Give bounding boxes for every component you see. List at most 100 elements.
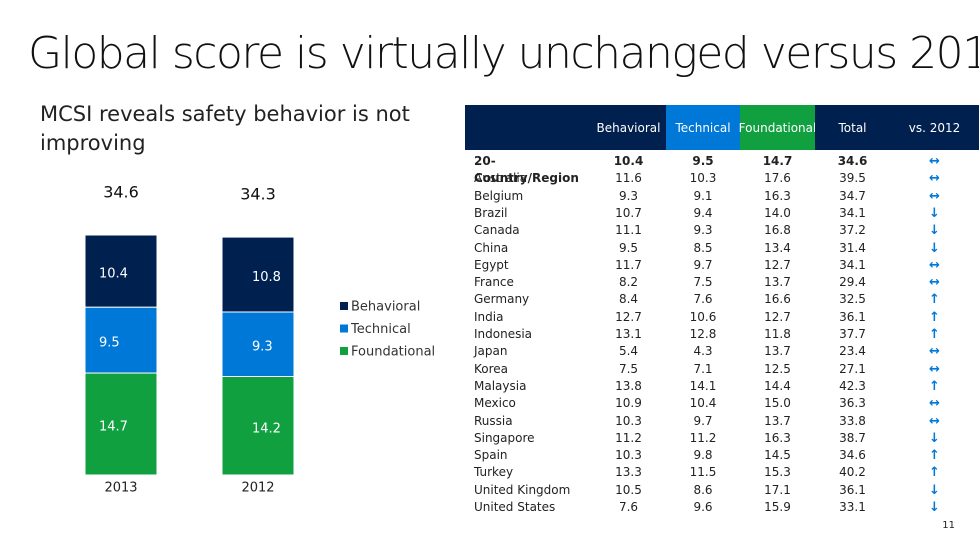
total-label: 34.6: [103, 183, 139, 202]
table-cell: 13.4: [764, 240, 791, 255]
table-cell: 14.0: [764, 205, 791, 220]
trend-icon: ↔: [929, 154, 940, 169]
trend-icon: ↔: [929, 413, 940, 429]
table-cell: 10.9: [615, 396, 642, 411]
bar-segment: [84, 306, 158, 374]
table-cell: 9.6: [693, 500, 713, 514]
table-cell: 12.8: [689, 327, 717, 341]
table-cell: 13.7: [764, 275, 791, 290]
table-cell: 10.3: [689, 171, 717, 186]
trend-icon: ↔: [929, 188, 940, 204]
value-label: 9.5: [99, 336, 120, 351]
table-cell: 34.1: [839, 257, 866, 272]
table-cell: Mexico: [474, 396, 516, 411]
table-cell: 27.1: [839, 361, 866, 376]
legend-swatch: [340, 324, 348, 333]
table-cell: United States: [474, 500, 556, 514]
table-cell: 13.3: [615, 465, 642, 480]
table-cell: 9.1: [693, 188, 713, 203]
header-cell: vs. 2012: [890, 105, 979, 150]
trend-icon: ↓: [929, 240, 940, 256]
table-cell: 36.1: [839, 482, 866, 497]
trend-icon: ↔: [929, 344, 940, 360]
table-cell: 9.3: [618, 188, 639, 203]
table-cell: 37.2: [839, 223, 866, 238]
table-cell: 9.8: [693, 448, 713, 463]
value-label: 9.3: [252, 340, 273, 355]
table-cell: 15.3: [764, 465, 791, 480]
table-cell: 10.6: [689, 309, 717, 324]
table-cell: Germany: [474, 292, 530, 307]
table-cell: 7.5: [693, 275, 713, 290]
table-cell: 7.1: [693, 361, 713, 376]
table-cell: 14.5: [764, 448, 791, 463]
table-cell: 5.4: [618, 344, 639, 359]
trend-icon: ↑: [929, 292, 940, 308]
table-cell: Russia: [474, 413, 513, 428]
table-cell: 8.4: [618, 292, 639, 307]
table-cell: 38.7: [839, 430, 866, 445]
trend-icon: ↑: [929, 378, 940, 394]
table-cell: 10.5: [615, 482, 642, 497]
table-cell: Brazil: [474, 205, 508, 220]
table-cell: 12.5: [764, 361, 791, 376]
legend-label: Foundational: [351, 345, 435, 360]
table-cell: 29.4: [839, 275, 866, 290]
table-cell: Singapore: [474, 430, 535, 445]
subtitle: MCSI reveals safety behavior is not impr…: [40, 102, 410, 155]
legend-swatch: [340, 302, 348, 310]
trend-icon: ↓: [929, 500, 940, 515]
table-cell: 11.2: [689, 430, 717, 445]
table-cell: 17.1: [764, 482, 791, 497]
x-tick-label: 2012: [241, 481, 274, 496]
table-cell: 16.8: [764, 223, 791, 238]
table-cell: 10.4: [689, 396, 717, 411]
bar-segment: [221, 236, 295, 313]
table-cell: 12.7: [764, 257, 791, 272]
table-cell: 20-Country/Region: [474, 154, 579, 186]
table-cell: 7.6: [693, 292, 713, 307]
table-cell: 11.2: [615, 430, 642, 445]
table-cell: 11.7: [615, 257, 642, 272]
table-cell: 11.5: [689, 465, 717, 480]
chart: 14.7 9.5 10.4 34.6 2013 14.2 9.3 10.8 34.3 2012 Be…: [84, 183, 435, 496]
table-cell: 9.4: [693, 205, 713, 220]
table-cell: Belgium: [474, 188, 524, 203]
table-cell: 16.6: [764, 292, 791, 307]
table-cell: 12.7: [615, 309, 642, 324]
value-label: 14.2: [252, 421, 281, 436]
table-cell: 15.0: [764, 396, 791, 411]
table-cell: 10.4: [613, 154, 644, 168]
trend-icon: ↓: [929, 430, 940, 446]
table-cell: 11.8: [764, 327, 791, 341]
table-cell: 14.1: [689, 378, 717, 393]
trend-icon: ↔: [929, 396, 940, 412]
table-cell: 14.4: [764, 378, 791, 393]
table-cell: 31.4: [839, 240, 866, 255]
header-cell: Behavioral: [591, 105, 666, 150]
table-cell: 16.3: [764, 188, 791, 203]
value-label: 10.4: [99, 267, 128, 282]
table-cell: 10.7: [615, 205, 642, 220]
trend-icon: ↑: [929, 309, 940, 325]
trend-icon: ↑: [929, 465, 940, 481]
table-cell: Japan: [474, 344, 508, 359]
table-cell: 10.3: [615, 413, 642, 428]
table-cell: 36.3: [839, 396, 866, 411]
table-cell: 40.2: [839, 465, 866, 480]
table-cell: 8.2: [618, 275, 639, 290]
table-cell: 36.1: [839, 309, 866, 324]
table-cell: 34.6: [837, 154, 868, 168]
table-cell: 8.6: [693, 482, 713, 497]
table-cell: 4.3: [693, 344, 713, 359]
table-cell: 34.7: [839, 188, 866, 203]
bar-segment: [221, 376, 295, 476]
trend-icon: ↓: [929, 223, 940, 239]
table-cell: 15.9: [764, 500, 791, 514]
trend-icon: ↔: [929, 275, 940, 291]
value-label: 10.8: [252, 270, 281, 285]
trend-icon: ↔: [929, 171, 940, 187]
table-cell: 32.5: [839, 292, 866, 307]
table-cell: 10.3: [615, 448, 642, 463]
